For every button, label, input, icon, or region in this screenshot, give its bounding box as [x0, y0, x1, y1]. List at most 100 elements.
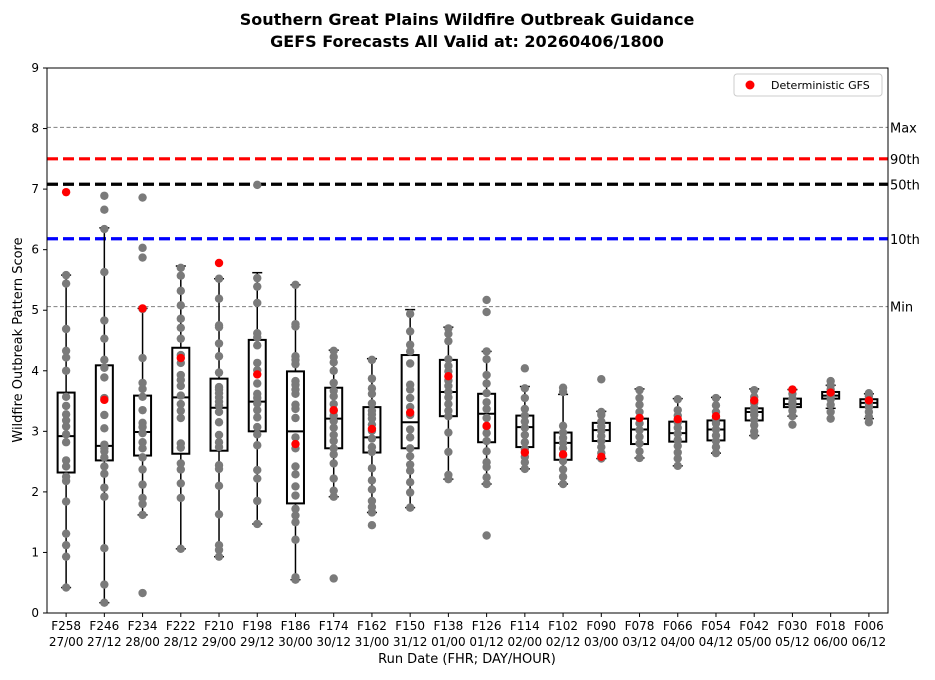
x-tick-label-date: 03/00 [584, 635, 619, 649]
ensemble-member-point [176, 391, 185, 400]
ensemble-member-point [444, 324, 453, 333]
y-tick-label: 7 [31, 182, 39, 196]
ensemble-member-point [61, 401, 71, 411]
deterministic-gfs-point [673, 415, 682, 424]
ensemble-member-point [253, 430, 262, 439]
ensemble-member-point [367, 520, 377, 530]
ensemble-member-point [61, 529, 71, 538]
ensemble-member-point [673, 435, 682, 445]
ensemble-member-point [711, 401, 721, 410]
ensemble-member-point [826, 407, 835, 417]
ensemble-member-point [405, 347, 415, 356]
ensemble-member-point [253, 465, 262, 475]
ensemble-member-point [176, 399, 185, 409]
x-tick-label-date: 02/00 [508, 635, 543, 649]
ensemble-member-point [176, 406, 185, 415]
ensemble-member-point [214, 552, 224, 561]
ensemble-member-point [176, 465, 185, 474]
ensemble-member-point [176, 370, 185, 380]
ensemble-member-point [138, 444, 147, 453]
ensemble-member-point [100, 598, 109, 607]
deterministic-gfs-point [711, 411, 721, 421]
ensemble-member-point [253, 298, 262, 308]
ensemble-member-point [367, 355, 377, 365]
x-tick-label-fhr: F246 [89, 619, 119, 633]
x-tick-label-fhr: F078 [625, 619, 655, 633]
ensemble-member-point [405, 327, 415, 336]
ensemble-member-point [482, 370, 491, 380]
x-tick-label-date: 04/12 [699, 635, 734, 649]
ensemble-member-point [61, 279, 71, 288]
ensemble-member-point [214, 430, 224, 440]
ensemble-member-point [520, 430, 530, 440]
ensemble-member-point [444, 406, 453, 415]
reference-lines: Max 90th 50th 10th Min [47, 121, 920, 316]
ensemble-member-point [100, 424, 109, 433]
deterministic-gfs-point [482, 421, 491, 431]
plot-frame [46, 67, 889, 614]
ensemble-member-point [100, 544, 109, 553]
ensemble-member-point [482, 355, 491, 364]
ensemble-member-point [405, 488, 415, 497]
x-tick-label-fhr: F222 [166, 619, 196, 633]
legend: Deterministic GFS [733, 73, 883, 97]
x-tick-label-date: 03/12 [622, 635, 657, 649]
ensemble-member-point [100, 224, 109, 234]
ensemble-member-point [405, 393, 415, 403]
ensemble-member-point [520, 393, 530, 403]
ensemble-member-point [673, 448, 682, 457]
ensemble-member-point [253, 519, 262, 529]
ensemble-member-point [367, 464, 377, 473]
ensemble-member-point [367, 502, 377, 512]
ensemble-member-point [214, 407, 224, 417]
ensemble-member-point [214, 481, 224, 491]
ensemble-member-point [597, 407, 606, 417]
ensemble-member-point [214, 368, 224, 377]
ensemble-member-point [520, 404, 530, 414]
ensemble-member-point [482, 413, 491, 423]
ensemble-member-point [444, 336, 453, 346]
ensemble-member-point [635, 439, 644, 448]
deterministic-gfs-point [253, 370, 262, 379]
ensemble-member-point [405, 451, 415, 461]
ensemble-member-point [329, 492, 338, 501]
x-tick-label-fhr: F150 [395, 619, 425, 633]
ensemble-member-point [405, 425, 415, 434]
ensemble-member-point [558, 472, 568, 481]
ensemble-member-point [291, 400, 300, 409]
ensemble-member-point [635, 393, 644, 403]
ensemble-member-point [444, 355, 453, 364]
legend-marker [745, 80, 755, 90]
ensemble-member-point [100, 469, 109, 478]
deterministic-gfs-point [138, 304, 147, 313]
ensemble-member-point [329, 346, 338, 355]
ensemble-member-point [100, 492, 109, 501]
ensemble-member-point [176, 381, 185, 391]
ensemble-member-point [138, 493, 147, 503]
ensemble-member-point [673, 405, 682, 415]
ensemble-member-point [826, 414, 835, 423]
ensemble-member-point [635, 400, 644, 409]
ensemble-member-point [253, 422, 262, 432]
deterministic-gfs-point [214, 258, 224, 268]
x-tick-label-date: 06/12 [852, 635, 887, 649]
deterministic-gfs-point [176, 353, 185, 363]
ensemble-member-point [405, 478, 415, 487]
ensemble-member-point [673, 454, 682, 463]
ensemble-member-point [482, 404, 491, 414]
ensemble-member-point [750, 427, 759, 436]
ensemble-member-point [253, 358, 262, 368]
ensemble-member-point [635, 453, 644, 463]
deterministic-gfs-point [405, 408, 415, 417]
ensemble-member-point [100, 334, 109, 343]
deterministic-gfs-point [100, 395, 109, 405]
ensemble-member-point [253, 329, 262, 338]
x-tick-label-date: 06/00 [813, 635, 848, 649]
ensemble-member-point [138, 378, 147, 388]
ensemble-member-point [482, 295, 491, 305]
ensemble-member-point [367, 384, 377, 393]
deterministic-gfs-point [291, 439, 300, 449]
ensemble-member-point [138, 353, 147, 363]
deterministic-gfs-point [635, 413, 644, 423]
ensemble-member-point [176, 493, 185, 503]
